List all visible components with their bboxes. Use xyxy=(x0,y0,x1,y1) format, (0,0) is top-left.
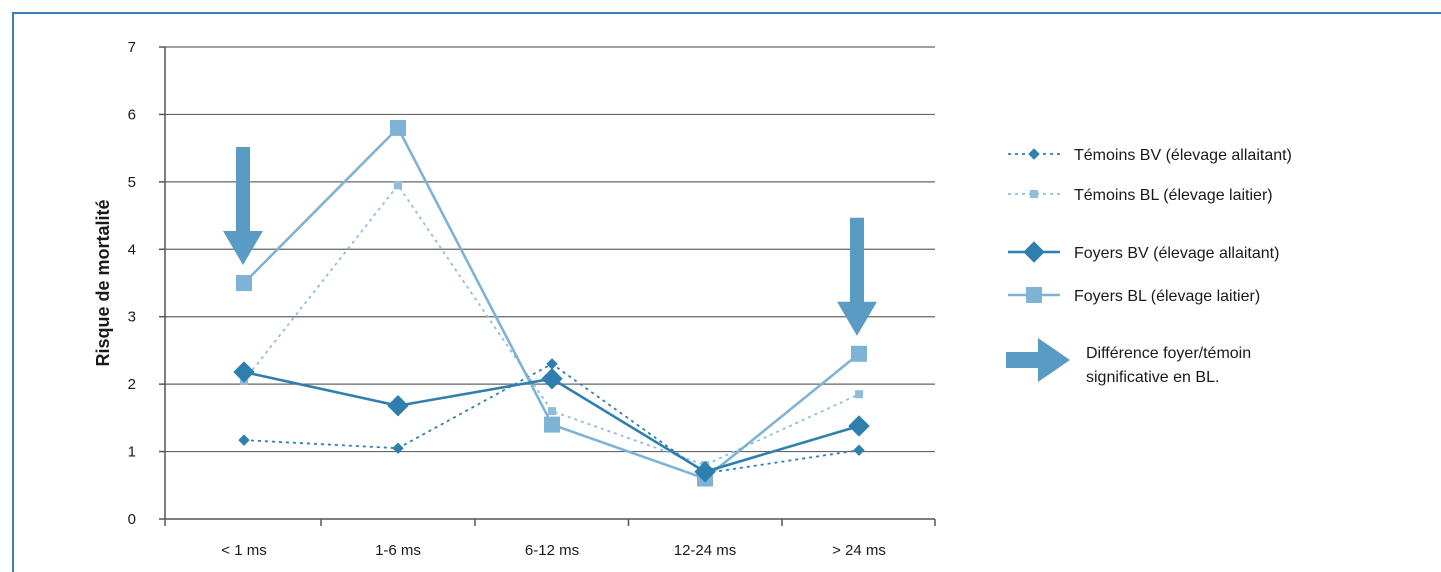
legend-marker xyxy=(1026,287,1042,303)
significance-arrow xyxy=(837,217,877,336)
legend-label: Témoins BL (élevage laitier) xyxy=(1074,187,1273,204)
legend-marker xyxy=(1028,148,1040,160)
legend-note: significative en BL. xyxy=(1086,369,1219,386)
data-point xyxy=(851,345,867,362)
x-tick-label: > 24 ms xyxy=(832,542,886,559)
data-point xyxy=(694,461,716,483)
legend-label: Foyers BL (élevage laitier) xyxy=(1074,288,1260,305)
data-point xyxy=(394,181,402,190)
y-tick-label: 4 xyxy=(128,241,136,258)
data-point xyxy=(544,416,560,433)
y-tick-label: 1 xyxy=(128,444,136,461)
data-point xyxy=(855,390,863,399)
data-point xyxy=(548,407,556,416)
y-tick-label: 3 xyxy=(128,309,136,326)
data-point xyxy=(546,358,558,370)
y-tick-label: 2 xyxy=(128,376,136,393)
legend-label: Foyers BV (élevage allaitant) xyxy=(1074,245,1279,262)
x-tick-label: < 1 ms xyxy=(221,542,266,559)
data-point xyxy=(390,119,406,136)
y-tick-label: 7 xyxy=(128,39,136,56)
data-point xyxy=(238,434,250,446)
significance-arrow xyxy=(223,147,263,265)
x-tick-label: 12-24 ms xyxy=(674,542,737,559)
legend-note: Différence foyer/témoin xyxy=(1086,345,1251,362)
data-point xyxy=(853,444,865,456)
x-tick-label: 6-12 ms xyxy=(525,542,579,559)
legend-label: Témoins BV (élevage allaitant) xyxy=(1074,147,1292,164)
data-point xyxy=(233,361,255,383)
data-point xyxy=(541,368,563,390)
legend-arrow-icon xyxy=(1006,338,1070,382)
x-tick-label: 1-6 ms xyxy=(375,542,421,559)
data-point xyxy=(848,415,870,437)
legend-marker xyxy=(1030,190,1038,198)
y-tick-label: 6 xyxy=(128,106,136,123)
y-tick-label: 0 xyxy=(128,511,136,528)
y-tick-label: 5 xyxy=(128,174,136,191)
data-point xyxy=(236,275,252,291)
legend-marker xyxy=(1023,241,1045,263)
data-point xyxy=(387,395,409,417)
data-point xyxy=(392,442,404,454)
y-axis-label: Risque de mortalité xyxy=(93,199,113,366)
